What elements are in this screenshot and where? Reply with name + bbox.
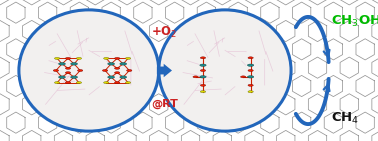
Circle shape (248, 64, 254, 66)
Circle shape (127, 70, 132, 71)
Circle shape (125, 82, 131, 84)
Circle shape (248, 76, 254, 78)
Text: @RT: @RT (151, 99, 178, 109)
Circle shape (240, 76, 246, 78)
Circle shape (120, 76, 127, 78)
Circle shape (104, 82, 109, 84)
Circle shape (115, 72, 120, 74)
Circle shape (248, 70, 253, 71)
Circle shape (115, 67, 120, 69)
Circle shape (71, 76, 77, 78)
Circle shape (108, 76, 115, 78)
Text: CH$_4$: CH$_4$ (331, 111, 359, 126)
Circle shape (200, 76, 206, 78)
Circle shape (53, 70, 59, 71)
Circle shape (65, 57, 71, 59)
Circle shape (120, 63, 127, 65)
Circle shape (200, 57, 206, 59)
Circle shape (54, 57, 60, 59)
Circle shape (200, 91, 206, 93)
Circle shape (65, 67, 71, 69)
Circle shape (71, 63, 77, 65)
Circle shape (76, 82, 82, 84)
Circle shape (115, 57, 120, 59)
Polygon shape (157, 64, 172, 77)
Circle shape (193, 76, 198, 78)
Circle shape (200, 70, 206, 71)
Circle shape (54, 82, 60, 84)
Text: CH$_3$OH: CH$_3$OH (331, 14, 378, 29)
Circle shape (248, 84, 253, 86)
Circle shape (65, 72, 71, 74)
Circle shape (115, 82, 120, 84)
Circle shape (65, 82, 71, 84)
Circle shape (59, 63, 65, 65)
Circle shape (248, 91, 253, 93)
Ellipse shape (19, 10, 159, 131)
Circle shape (200, 64, 206, 66)
Circle shape (108, 63, 115, 65)
Circle shape (76, 57, 82, 59)
Circle shape (200, 84, 206, 86)
Text: +O$_2$: +O$_2$ (151, 25, 178, 40)
Circle shape (248, 57, 253, 59)
Circle shape (77, 70, 83, 71)
Circle shape (59, 76, 65, 78)
Ellipse shape (159, 10, 291, 131)
Circle shape (125, 57, 131, 59)
Circle shape (104, 57, 109, 59)
Circle shape (102, 70, 108, 71)
